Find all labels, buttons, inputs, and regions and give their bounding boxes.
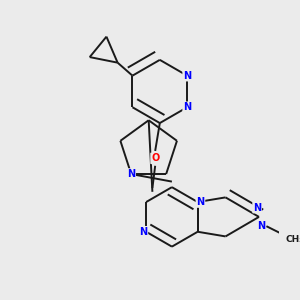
Text: N: N — [139, 227, 147, 237]
Text: N: N — [183, 71, 191, 81]
Text: N: N — [196, 197, 205, 207]
Text: N: N — [127, 169, 135, 179]
Text: CH₃: CH₃ — [285, 235, 300, 244]
Text: N: N — [253, 202, 261, 213]
Text: N: N — [183, 102, 191, 112]
Text: O: O — [151, 153, 159, 164]
Text: N: N — [257, 221, 265, 231]
